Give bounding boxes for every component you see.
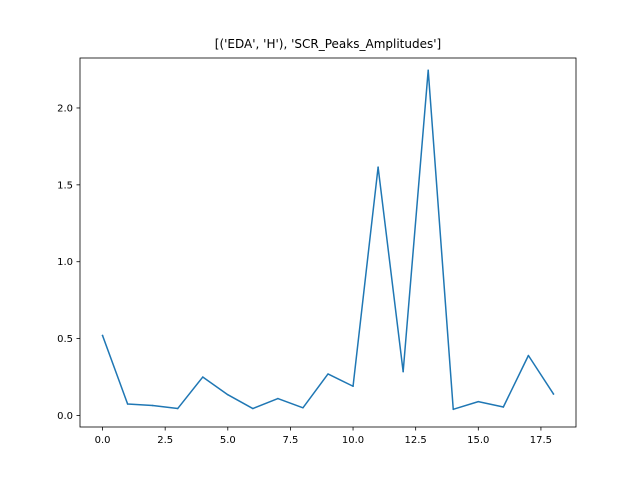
- data-point: [452, 408, 454, 411]
- x-tick-label: 10.0: [342, 435, 364, 446]
- x-axis: 0.0 2.5 5.0 7.5 10.0 12.5 15.0 17.5: [95, 427, 552, 446]
- x-tick-label: 2.5: [157, 435, 173, 446]
- data-point: [552, 393, 555, 395]
- data-point: [402, 370, 404, 373]
- data-point: [327, 373, 329, 375]
- data-point: [277, 397, 279, 400]
- data-point: [527, 354, 530, 357]
- x-tick-label: 7.5: [282, 435, 298, 446]
- data-point: [302, 407, 304, 409]
- data-point: [427, 69, 429, 72]
- y-tick-label: 2.0: [57, 103, 73, 114]
- axes-frame: [79, 57, 577, 428]
- data-point: [352, 385, 354, 388]
- data-point: [477, 400, 480, 403]
- data-point: [151, 404, 154, 407]
- plot-area: [101, 69, 555, 411]
- x-tick-label: 0.0: [95, 435, 111, 446]
- data-point: [101, 334, 104, 337]
- y-tick-label: 1.5: [57, 180, 73, 191]
- data-point: [227, 393, 229, 396]
- chart-title: [('EDA', 'H'), 'SCR_Peaks_Amplitudes']: [215, 37, 441, 51]
- x-tick-label: 12.5: [405, 435, 427, 446]
- x-tick-label: 17.5: [530, 435, 552, 446]
- data-point: [502, 406, 505, 408]
- y-tick-label: 0.0: [57, 411, 73, 422]
- data-point: [202, 376, 204, 378]
- x-tick-label: 5.0: [220, 435, 236, 446]
- y-axis: 0.0 0.5 1.0 1.5 2.0: [57, 103, 80, 422]
- data-point: [126, 403, 129, 405]
- data-point: [252, 407, 254, 410]
- y-tick-label: 1.0: [57, 257, 73, 268]
- data-point: [176, 407, 179, 410]
- y-tick-label: 0.5: [57, 334, 73, 345]
- data-point: [377, 166, 379, 168]
- x-tick-label: 15.0: [467, 435, 489, 446]
